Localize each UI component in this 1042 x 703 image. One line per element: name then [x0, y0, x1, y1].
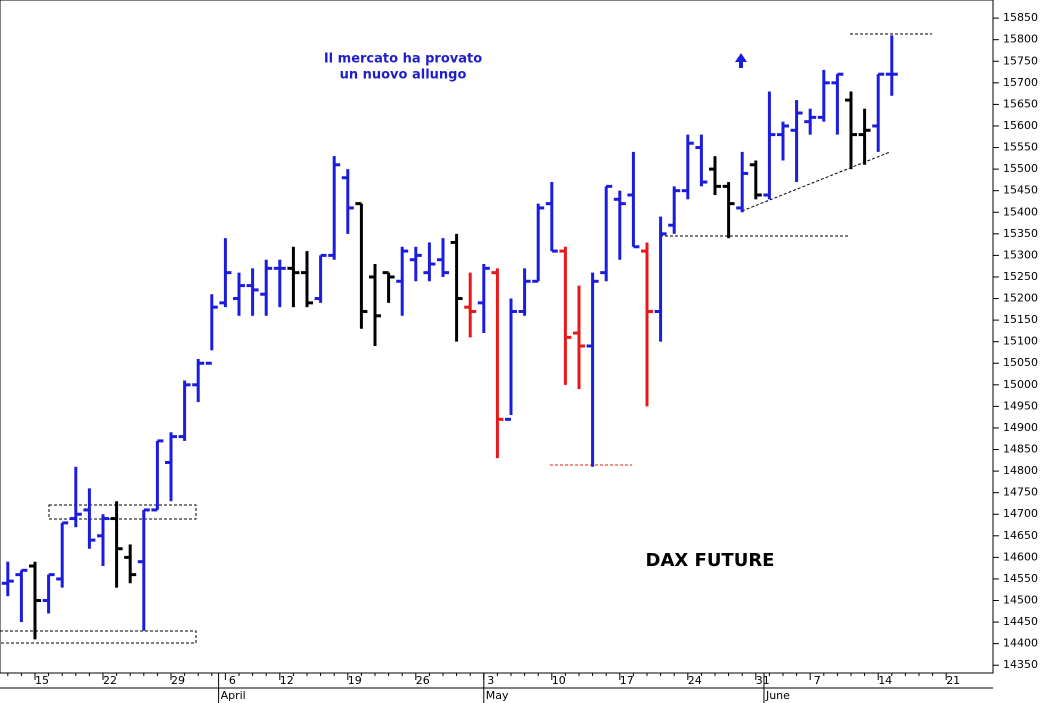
x-tick-label: 29: [171, 674, 185, 687]
y-tick-label: 14900: [1003, 421, 1038, 434]
y-tick-label: 15350: [1003, 227, 1038, 240]
y-tick-label: 15700: [1003, 76, 1038, 89]
x-tick-label: 19: [348, 674, 362, 687]
annotation: un nuovo allungo: [340, 68, 467, 83]
y-tick-label: 15050: [1003, 356, 1038, 369]
x-tick-label: 12: [280, 674, 294, 687]
y-tick-label: 14600: [1003, 550, 1038, 563]
x-tick-label: 15: [35, 674, 49, 687]
y-tick-label: 15850: [1003, 11, 1038, 24]
x-tick-label: 6: [229, 674, 236, 687]
x-tick-label: 21: [946, 674, 960, 687]
month-label: May: [486, 689, 509, 702]
y-tick-label: 15750: [1003, 54, 1038, 67]
x-tick-label: 10: [552, 674, 566, 687]
y-tick-label: 15550: [1003, 141, 1038, 154]
month-label: June: [765, 689, 790, 702]
y-tick-label: 15300: [1003, 248, 1038, 261]
y-tick-label: 15500: [1003, 162, 1038, 175]
up-arrow: [735, 53, 747, 68]
y-tick-label: 14350: [1003, 658, 1038, 671]
x-tick-label: 7: [814, 674, 821, 687]
x-tick-label: 3: [487, 674, 494, 687]
y-tick-label: 15100: [1003, 335, 1038, 348]
y-tick-label: 14550: [1003, 572, 1038, 585]
y-tick-label: 14700: [1003, 507, 1038, 520]
y-tick-label: 15250: [1003, 270, 1038, 283]
x-tick-label: 24: [688, 674, 702, 687]
y-tick-label: 15200: [1003, 292, 1038, 305]
y-tick-label: 14450: [1003, 615, 1038, 628]
y-tick-label: 15800: [1003, 33, 1038, 46]
x-tick-label: 26: [416, 674, 430, 687]
y-tick-label: 14500: [1003, 594, 1038, 607]
y-tick-label: 15450: [1003, 184, 1038, 197]
y-tick-label: 14850: [1003, 443, 1038, 456]
chart-title: DAX FUTURE: [646, 550, 775, 571]
y-tick-label: 14650: [1003, 529, 1038, 542]
y-tick-label: 15000: [1003, 378, 1038, 391]
y-tick-label: 14750: [1003, 486, 1038, 499]
x-tick-label: 22: [103, 674, 117, 687]
x-tick-label: 31: [756, 674, 770, 687]
y-tick-label: 15600: [1003, 119, 1038, 132]
y-tick-label: 14400: [1003, 637, 1038, 650]
y-tick-label: 15650: [1003, 97, 1038, 110]
month-label: April: [221, 689, 246, 702]
annotation: Il mercato ha provato: [324, 52, 482, 67]
x-tick-label: 14: [878, 674, 892, 687]
y-tick-label: 15400: [1003, 205, 1038, 218]
y-tick-label: 14950: [1003, 399, 1038, 412]
x-tick-label: 17: [620, 674, 634, 687]
y-tick-label: 14800: [1003, 464, 1038, 477]
y-tick-label: 15150: [1003, 313, 1038, 326]
